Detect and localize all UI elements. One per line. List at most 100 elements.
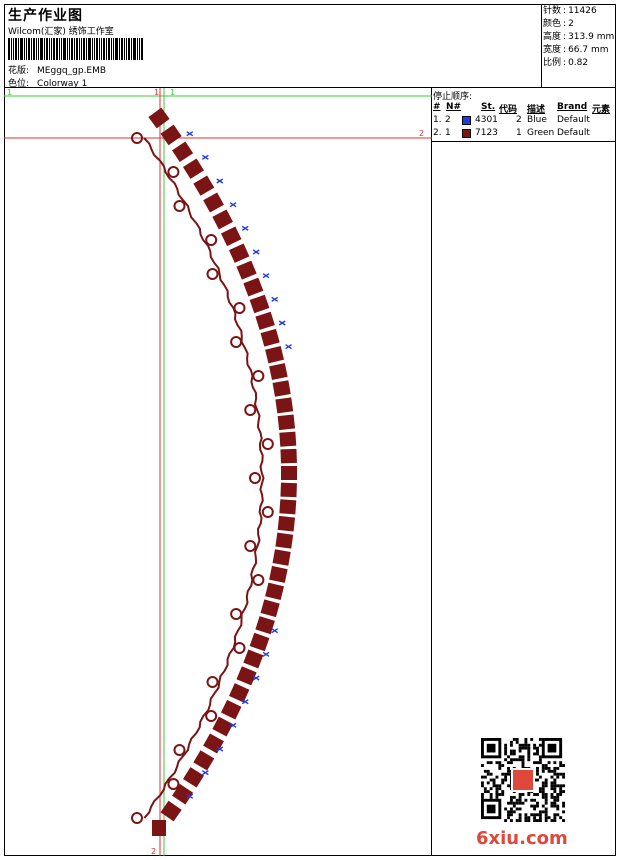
running-stitch-line xyxy=(143,137,265,819)
qr-module xyxy=(541,810,545,814)
qr-module xyxy=(486,769,490,773)
qr-module xyxy=(541,790,545,794)
qr-module xyxy=(556,775,560,779)
blue-stitch-mark xyxy=(271,296,279,302)
satin-block xyxy=(182,767,204,788)
company-name: Wilcom(汇家) 绣饰工作室 xyxy=(8,27,114,37)
stat-height: 高度:313.9 mm xyxy=(543,32,615,42)
stat-colors: 颜色:2 xyxy=(543,19,574,29)
qr-module xyxy=(509,810,513,814)
satin-block xyxy=(275,397,294,414)
design-label: 花版: xyxy=(8,66,30,76)
qr-module xyxy=(501,772,505,776)
red-end-marker: 2 xyxy=(419,129,424,138)
qr-module xyxy=(507,816,510,820)
qr-module xyxy=(518,758,522,762)
satin-block xyxy=(229,243,250,263)
qr-module xyxy=(553,772,557,776)
qr-module xyxy=(518,798,522,802)
qr-module xyxy=(562,810,565,814)
qr-finder-core xyxy=(486,804,496,814)
qr-module xyxy=(504,775,508,779)
qr-module xyxy=(541,784,545,788)
qr-module xyxy=(495,795,499,799)
qr-module xyxy=(544,813,548,817)
green-end-marker: 1 xyxy=(170,88,175,97)
loop-ornament xyxy=(173,200,186,212)
qr-module xyxy=(507,761,510,765)
qr-module xyxy=(559,787,563,791)
qr-module xyxy=(521,755,525,759)
design-value: MEggq_gp.EMB xyxy=(37,66,107,76)
qr-module xyxy=(533,752,537,756)
stop-row: 1. 2 4301 2 Blue Default xyxy=(432,115,616,128)
qr-module xyxy=(553,819,557,822)
qr-module xyxy=(512,758,516,762)
satin-block xyxy=(203,192,224,213)
qr-module xyxy=(547,761,551,765)
qr-module xyxy=(533,804,537,808)
qr-module xyxy=(559,816,563,820)
qr-finder-core xyxy=(486,743,496,753)
blue-stitch-mark xyxy=(186,131,194,137)
qr-module xyxy=(562,804,565,808)
qr-module xyxy=(483,775,487,779)
blue-stitch-mark xyxy=(201,154,209,160)
qr-module xyxy=(527,758,531,762)
qr-module xyxy=(550,819,554,822)
qr-module xyxy=(509,807,513,811)
qr-module xyxy=(559,793,563,796)
qr-module xyxy=(536,804,539,808)
bottom-marker: 2 xyxy=(151,847,156,856)
row-code: 2 xyxy=(516,115,522,125)
qr-module xyxy=(515,740,519,744)
qr-module xyxy=(483,787,487,791)
qr-module xyxy=(518,746,522,750)
qr-module xyxy=(495,784,499,788)
qr-module xyxy=(481,784,484,788)
qr-module xyxy=(492,778,496,782)
qr-module xyxy=(498,787,502,791)
qr-module xyxy=(527,793,531,796)
loop-ornament xyxy=(252,574,265,586)
stop-sequence-title: 停止顺序: xyxy=(433,92,473,102)
qr-module xyxy=(489,772,493,776)
qr-module xyxy=(553,801,557,805)
qr-module xyxy=(553,798,557,802)
watermark-logo: 6xiu.com xyxy=(476,828,568,849)
qr-module xyxy=(512,738,516,741)
qr-module xyxy=(536,819,539,822)
qr-module xyxy=(559,764,563,767)
qr-module xyxy=(515,819,519,822)
qr-module xyxy=(556,766,560,770)
stop-sequence-panel: 停止顺序: # N# St. 代码 描述 Brand 元素 1. 2 4301 … xyxy=(432,88,616,142)
satin-block xyxy=(243,649,264,669)
qr-module xyxy=(553,804,557,808)
qr-module xyxy=(483,790,487,794)
satin-block xyxy=(269,565,288,583)
qr-module xyxy=(550,801,554,805)
qr-module xyxy=(495,793,499,796)
loop-ornament xyxy=(244,540,257,552)
qr-module xyxy=(553,761,557,765)
qr-module xyxy=(538,787,542,791)
row-n: 2 xyxy=(445,115,451,125)
qr-module xyxy=(515,807,519,811)
qr-module xyxy=(544,766,548,770)
qr-module xyxy=(544,807,548,811)
qr-module xyxy=(530,804,534,808)
qr-module xyxy=(509,801,513,805)
satin-block xyxy=(229,683,250,703)
blue-stitch-mark xyxy=(262,651,270,657)
qr-module xyxy=(544,764,548,767)
qr-module xyxy=(521,801,525,805)
qr-module xyxy=(521,764,525,767)
qr-module xyxy=(509,752,513,756)
qr-module xyxy=(489,793,493,796)
qr-module xyxy=(501,781,505,785)
satin-block xyxy=(265,345,284,364)
qr-module xyxy=(512,795,516,799)
qr-code xyxy=(481,738,565,822)
header-block: 生产作业图 Wilcom(汇家) 绣饰工作室 花版: MEggq_gp.EMB 色… xyxy=(4,4,542,89)
qr-module xyxy=(481,775,484,779)
